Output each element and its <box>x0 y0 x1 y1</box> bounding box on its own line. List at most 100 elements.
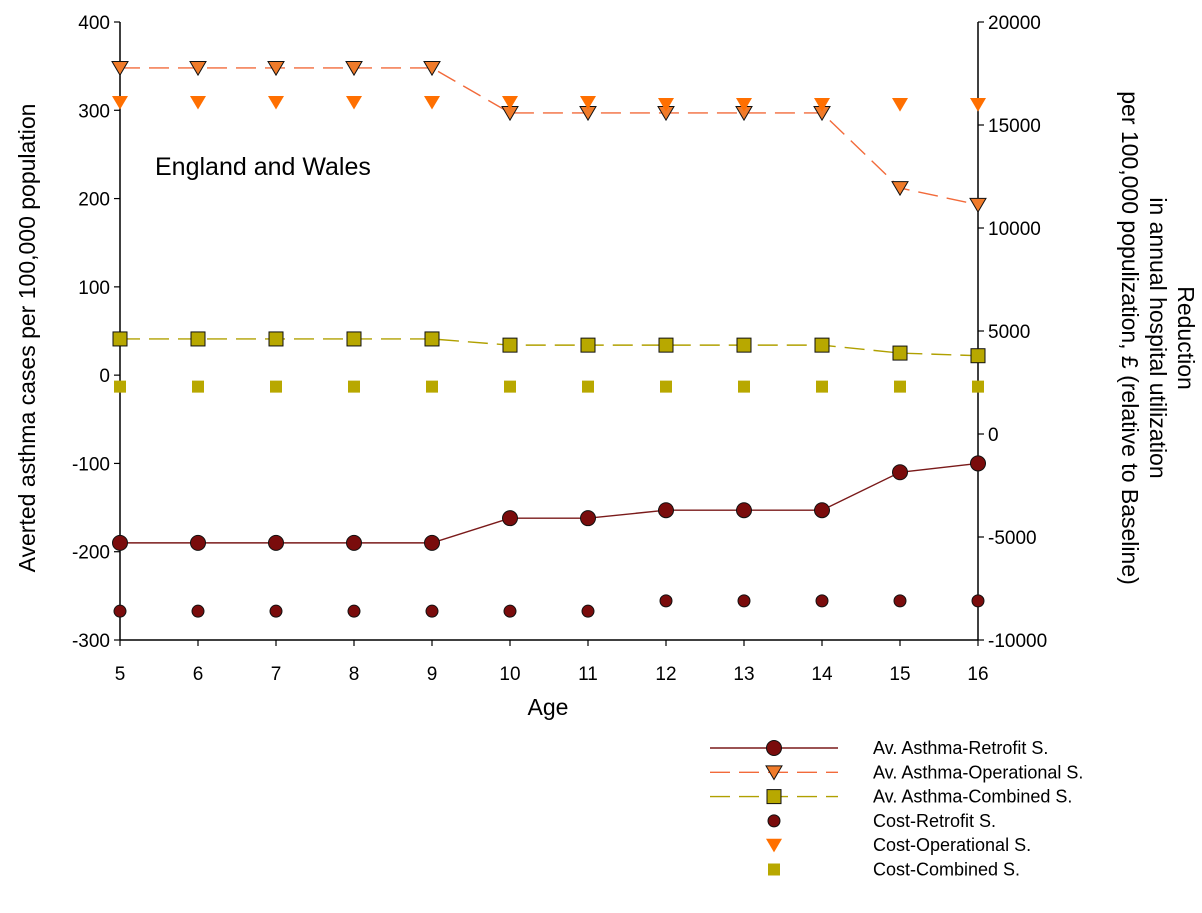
data-point <box>892 98 908 112</box>
data-point <box>894 380 906 393</box>
data-point <box>815 594 829 608</box>
data-point <box>660 380 672 393</box>
data-point <box>658 337 674 353</box>
data-point <box>737 594 751 608</box>
data-point <box>736 98 752 112</box>
axis-ticks: 4003002001000-100-200-300200001500010000… <box>72 13 1047 685</box>
data-point <box>268 331 284 347</box>
data-point <box>736 502 752 519</box>
left-tick-label: -300 <box>72 631 110 652</box>
left-tick-label: 100 <box>78 278 110 299</box>
x-tick-label: 11 <box>578 664 598 685</box>
legend-label: Cost-Retrofit S. <box>873 811 996 831</box>
data-point <box>767 814 781 828</box>
data-point <box>190 95 206 110</box>
series-line <box>120 462 979 544</box>
data-point <box>112 331 128 347</box>
series-1 <box>112 455 986 551</box>
data-point <box>766 740 782 756</box>
data-point <box>582 380 594 393</box>
data-point <box>347 604 361 618</box>
data-point <box>503 604 517 618</box>
data-point <box>970 348 986 364</box>
data-point <box>424 331 440 347</box>
data-point <box>891 181 909 197</box>
right-y-axis-title-line-3: per 100,000 populization, £ (relative to… <box>1117 91 1143 585</box>
x-axis-title: Age <box>528 694 569 720</box>
right-tick-label: -10000 <box>988 631 1047 652</box>
data-point <box>504 380 516 393</box>
data-point <box>346 95 362 110</box>
left-tick-label: 400 <box>78 13 110 34</box>
legend-label: Cost-Combined S. <box>873 860 1020 880</box>
data-point <box>970 455 986 472</box>
series-2 <box>111 61 987 213</box>
right-y-axis-title: Reduction in annual hospital utilization… <box>1117 91 1199 585</box>
data-point <box>189 61 207 77</box>
data-point <box>345 61 363 77</box>
right-y-axis-title-line-2: in annual hospital utilization <box>1145 197 1171 478</box>
data-point <box>768 863 780 876</box>
x-tick-label: 12 <box>655 664 676 685</box>
data-point <box>267 61 285 77</box>
legend-label: Av. Asthma-Retrofit S. <box>873 738 1048 758</box>
x-tick-label: 15 <box>889 664 910 685</box>
data-point <box>425 604 439 618</box>
data-point <box>970 98 986 112</box>
data-point <box>765 765 783 781</box>
x-tick-label: 7 <box>271 664 282 685</box>
data-point <box>268 95 284 110</box>
data-point <box>424 534 440 551</box>
right-tick-label: 5000 <box>988 322 1030 343</box>
data-point <box>658 502 674 519</box>
right-tick-label: 15000 <box>988 116 1041 137</box>
x-tick-label: 9 <box>427 664 438 685</box>
legend-label: Av. Asthma-Operational S. <box>873 762 1083 782</box>
plot-axes <box>119 22 979 641</box>
data-point <box>114 380 126 393</box>
data-series <box>111 61 987 618</box>
data-point <box>766 789 782 805</box>
data-point <box>190 534 206 551</box>
x-tick-label: 8 <box>349 664 360 685</box>
series-4 <box>113 594 985 618</box>
data-point <box>502 337 518 353</box>
data-point <box>581 604 595 618</box>
right-tick-label: 10000 <box>988 219 1041 240</box>
series-line <box>120 338 979 357</box>
data-point <box>580 337 596 353</box>
right-tick-label: 0 <box>988 425 999 446</box>
series-3 <box>112 331 986 364</box>
data-point <box>423 61 441 77</box>
data-point <box>113 604 127 618</box>
data-point <box>969 197 987 213</box>
data-point <box>346 331 362 347</box>
data-point <box>738 380 750 393</box>
data-point <box>971 594 985 608</box>
data-point <box>893 594 907 608</box>
legend-label: Av. Asthma-Combined S. <box>873 787 1072 807</box>
x-tick-label: 6 <box>193 664 204 685</box>
data-point <box>658 98 674 112</box>
data-point <box>972 380 984 393</box>
data-point <box>814 98 830 112</box>
left-tick-label: 0 <box>99 366 110 387</box>
left-tick-label: -200 <box>72 543 110 564</box>
data-point <box>580 510 596 527</box>
data-point <box>270 380 282 393</box>
chart-annotation: England and Wales <box>155 153 371 181</box>
data-point <box>112 534 128 551</box>
left-tick-label: -100 <box>72 454 110 475</box>
data-point <box>192 380 204 393</box>
x-tick-label: 5 <box>115 664 126 685</box>
data-point <box>268 534 284 551</box>
data-point <box>892 464 908 481</box>
x-tick-label: 10 <box>499 664 520 685</box>
data-point <box>736 337 752 353</box>
data-point <box>348 380 360 393</box>
data-point <box>190 331 206 347</box>
series-line <box>120 67 979 206</box>
series-5 <box>112 95 986 112</box>
data-point <box>426 380 438 393</box>
